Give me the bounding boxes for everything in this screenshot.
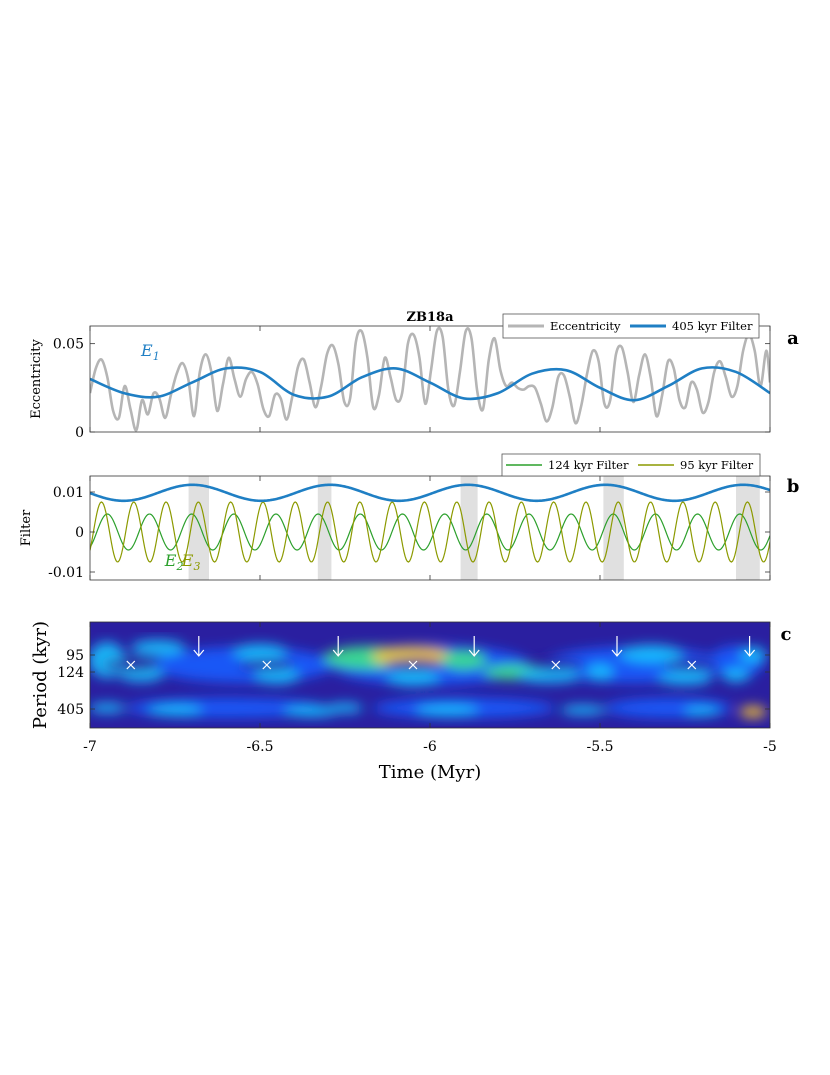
y-tick-label: 0 xyxy=(75,425,84,441)
heatmap-blob xyxy=(619,645,683,663)
x-tick-label: -5.5 xyxy=(587,739,614,755)
annotation-e1: E1 xyxy=(140,341,160,363)
filter-124-line xyxy=(90,513,770,551)
shaded-interval xyxy=(603,476,624,580)
panel-a-plot-area xyxy=(90,326,770,432)
shaded-interval xyxy=(460,476,478,580)
heatmap-blobs xyxy=(90,640,767,718)
arrow-marker xyxy=(611,636,623,657)
panel-b-legend: 124 kyr Filter 95 kyr Filter xyxy=(501,453,761,477)
panel-a-ylabel: Eccentricity xyxy=(29,338,44,418)
heatmap-blob xyxy=(254,668,300,684)
panel-c-xlabel: Time (Myr) xyxy=(379,762,481,783)
arrow-marker xyxy=(332,636,344,657)
panel-c-ylabel: Period (kyr) xyxy=(30,621,51,729)
x-tick-label: -5 xyxy=(763,739,777,755)
y-tick-label: -0.01 xyxy=(48,565,84,581)
y-tick-label: 405 xyxy=(57,702,84,718)
panel-b-plot-area xyxy=(90,476,770,580)
panel-a-letter: a xyxy=(787,328,799,349)
x-tick-label: -7 xyxy=(83,739,97,755)
panel-c-letter: c xyxy=(781,624,792,645)
heatmap-blob xyxy=(385,670,441,686)
x-tick-label: -6 xyxy=(423,739,437,755)
legend-label: Eccentricity xyxy=(550,319,621,333)
heatmap-blob xyxy=(739,647,767,663)
arrow-marker xyxy=(744,636,756,657)
legend-label: 405 kyr Filter xyxy=(672,319,753,333)
legend-box xyxy=(501,453,761,477)
annotation-label: E2 xyxy=(164,551,184,573)
heatmap-blob xyxy=(90,703,126,713)
heatmap-blob xyxy=(326,703,364,713)
heatmap-blob xyxy=(130,640,186,656)
shaded-interval xyxy=(736,476,760,580)
arrow-marker xyxy=(193,636,205,657)
cross-marker xyxy=(262,660,272,670)
heatmap-blob xyxy=(283,705,339,717)
panel-b-letter: b xyxy=(787,476,800,497)
heatmap-blob xyxy=(415,704,479,716)
panel-a-y-axis: 00.05 xyxy=(53,337,770,441)
shaded-interval xyxy=(188,476,209,580)
annotation-subscript: 2 xyxy=(175,560,183,573)
x-tick-label: -6.5 xyxy=(247,739,274,755)
chart-title: ZB18a xyxy=(407,310,455,325)
y-tick-label: 0.05 xyxy=(53,337,84,353)
panel-a-x-ticks xyxy=(89,326,771,432)
envelope-405-line xyxy=(90,483,770,503)
filter-95-line xyxy=(90,501,770,563)
panel-a-legend: Eccentricity 405 kyr Filter xyxy=(502,313,760,339)
panel-c-heatmap xyxy=(90,622,770,728)
y-tick-label: 0 xyxy=(75,525,84,541)
panel-a: ZB18a 00.05 Eccentricity a E1 Eccentrici… xyxy=(29,310,799,441)
panel-b-ylabel: Filter xyxy=(19,509,34,546)
annotation-label: E1 xyxy=(140,341,160,363)
filter-405-line xyxy=(90,366,770,402)
heatmap-blob xyxy=(517,669,581,683)
y-tick-label: 95 xyxy=(66,648,84,664)
eccentricity-line xyxy=(90,326,770,432)
y-tick-label: 124 xyxy=(57,665,84,681)
cross-marker xyxy=(126,660,136,670)
panel-c-x-axis: -7 -6.5 -6 -5.5 -5 xyxy=(83,622,777,755)
cross-marker xyxy=(551,660,561,670)
y-tick-label: 0.01 xyxy=(53,485,84,501)
heatmap-blob xyxy=(586,664,614,680)
heatmap-blob xyxy=(739,706,767,718)
heatmap-blob xyxy=(147,704,203,716)
heatmap-blob xyxy=(441,650,487,670)
heatmap-blob xyxy=(657,671,713,685)
heatmap-blob xyxy=(560,705,606,715)
heatmap-blob xyxy=(722,668,750,682)
heatmap-blob xyxy=(232,644,288,660)
arrow-marker xyxy=(468,636,480,657)
legend-label: 124 kyr Filter xyxy=(548,458,629,472)
panel-b-x-ticks xyxy=(89,476,771,580)
panel-b-y-axis: -0.01 0 0.01 xyxy=(48,485,770,581)
legend-label: 95 kyr Filter xyxy=(680,458,754,472)
cross-marker xyxy=(687,660,697,670)
heatmap-blob xyxy=(683,706,721,716)
annotation-subscript: 3 xyxy=(193,560,200,573)
cross-marker xyxy=(408,660,418,670)
annotation-subscript: 1 xyxy=(153,350,160,363)
